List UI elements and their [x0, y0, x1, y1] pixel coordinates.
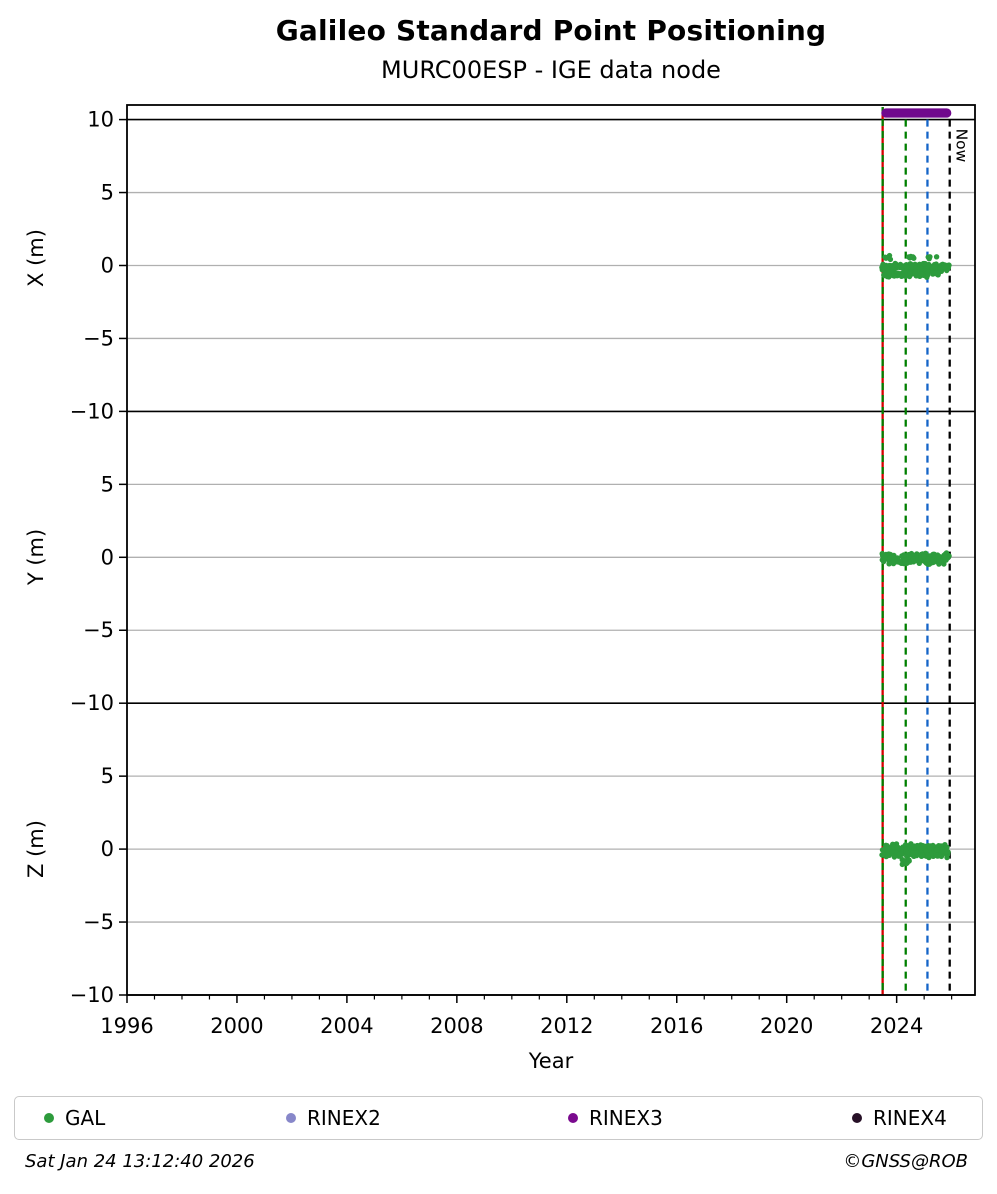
svg-text:2008: 2008 — [430, 1014, 483, 1038]
legend-item-rinex3: RINEX3 — [568, 1097, 663, 1139]
svg-text:−10: −10 — [70, 983, 114, 1007]
svg-text:2004: 2004 — [320, 1014, 373, 1038]
gal-marker-icon — [44, 1113, 54, 1123]
svg-text:5: 5 — [101, 181, 114, 205]
svg-text:2024: 2024 — [870, 1014, 923, 1038]
y-axis-label-x: X (m) — [24, 229, 48, 287]
rinex2-marker-icon — [286, 1113, 296, 1123]
y-axis-label-y: Y (m) — [24, 528, 48, 586]
legend-label: RINEX3 — [589, 1106, 663, 1130]
svg-text:−10: −10 — [70, 399, 114, 423]
legend-label: RINEX4 — [873, 1106, 947, 1130]
svg-text:1996: 1996 — [100, 1014, 153, 1038]
x-axis-ticks: 1996 2000 2004 2008 2012 2016 2020 2024 — [100, 995, 953, 1038]
svg-text:2016: 2016 — [650, 1014, 703, 1038]
legend-label: GAL — [65, 1106, 106, 1130]
legend-item-gal: GAL — [44, 1097, 105, 1139]
legend-label: RINEX2 — [307, 1106, 381, 1130]
y-axis-ticks: 10 5 0 −5 −10 5 0 −5 −10 5 0 −5 −10 — [70, 108, 127, 1007]
legend: GAL RINEX2 RINEX3 RINEX4 — [14, 1096, 983, 1140]
now-label: Now — [953, 129, 971, 163]
reference-vlines — [881, 107, 951, 995]
svg-text:−5: −5 — [83, 326, 114, 350]
timestamp-text: Sat Jan 24 13:12:40 2026 — [25, 1151, 255, 1172]
svg-text:−10: −10 — [70, 691, 114, 715]
chart-title: Galileo Standard Point Positioning — [275, 14, 827, 47]
svg-text:5: 5 — [101, 764, 114, 788]
plot-frame — [126, 104, 976, 996]
svg-text:2012: 2012 — [540, 1014, 593, 1038]
svg-text:2020: 2020 — [760, 1014, 813, 1038]
svg-text:2000: 2000 — [210, 1014, 263, 1038]
svg-text:0: 0 — [101, 837, 114, 861]
y-axis-label-z: Z (m) — [24, 820, 48, 878]
plot-area: 10 5 0 −5 −10 5 0 −5 −10 5 0 −5 −10 1996 2000 2004 2008 2… — [70, 104, 976, 1038]
svg-text:−5: −5 — [83, 910, 114, 934]
legend-item-rinex2: RINEX2 — [286, 1097, 381, 1139]
svg-text:10: 10 — [87, 108, 114, 132]
rinex4-marker-icon — [852, 1113, 862, 1123]
rinex3-band — [881, 108, 952, 118]
svg-text:0: 0 — [101, 253, 114, 277]
svg-text:−5: −5 — [83, 618, 114, 642]
chart-subtitle: MURC00ESP - IGE data node — [381, 56, 721, 84]
legend-item-rinex4: RINEX4 — [852, 1097, 947, 1139]
credit-text: ©GNSS@ROB — [843, 1151, 968, 1172]
svg-text:5: 5 — [101, 472, 114, 496]
gridlines — [127, 118, 975, 996]
svg-text:0: 0 — [101, 545, 114, 569]
rinex3-marker-icon — [568, 1113, 578, 1123]
gal-points — [879, 252, 952, 868]
x-axis-label: Year — [528, 1049, 574, 1073]
